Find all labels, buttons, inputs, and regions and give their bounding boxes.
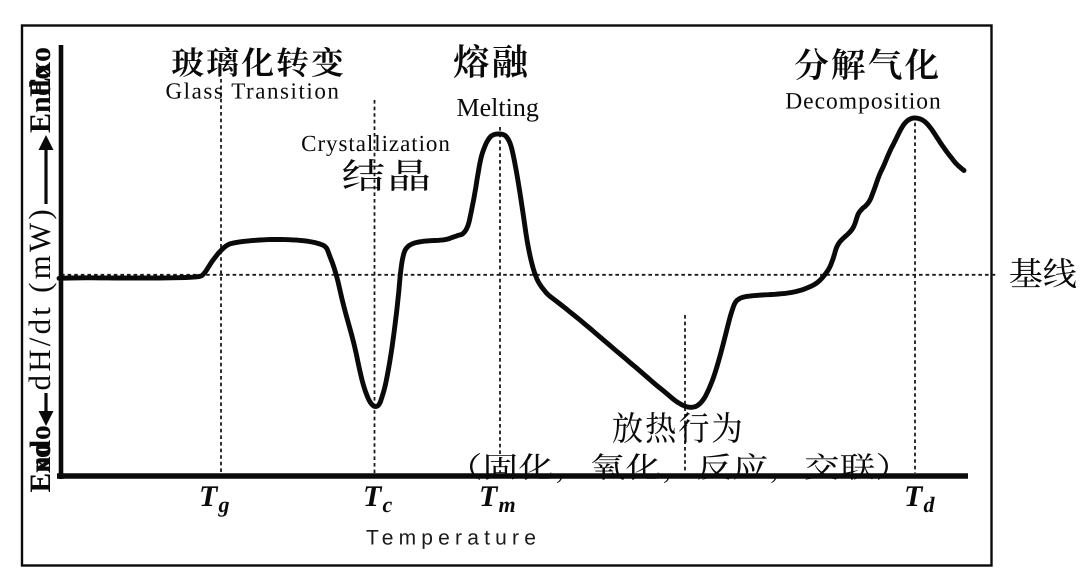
svg-text:T: T [363,480,383,513]
svg-text:T: T [479,480,499,513]
svg-text:Melting: Melting [457,93,539,122]
svg-text:c: c [383,492,393,517]
svg-text:Exo: Exo [25,443,57,492]
svg-text:dH/dt (mW): dH/dt (mW) [22,206,57,390]
svg-text:Endo: Endo [24,65,57,133]
svg-text:Crystallization: Crystallization [301,131,451,156]
svg-text:m: m [499,492,516,517]
svg-text:T: T [904,480,924,513]
svg-text:g: g [218,492,230,517]
svg-text:T: T [199,480,219,513]
svg-text:Decomposition: Decomposition [785,88,942,114]
svg-text:d: d [924,492,936,517]
svg-text:Exo: Exo [24,47,57,97]
svg-text:Temperature: Temperature [366,527,541,550]
svg-text:Endo: Endo [25,425,57,492]
svg-text:Glass Transition: Glass Transition [166,78,341,103]
